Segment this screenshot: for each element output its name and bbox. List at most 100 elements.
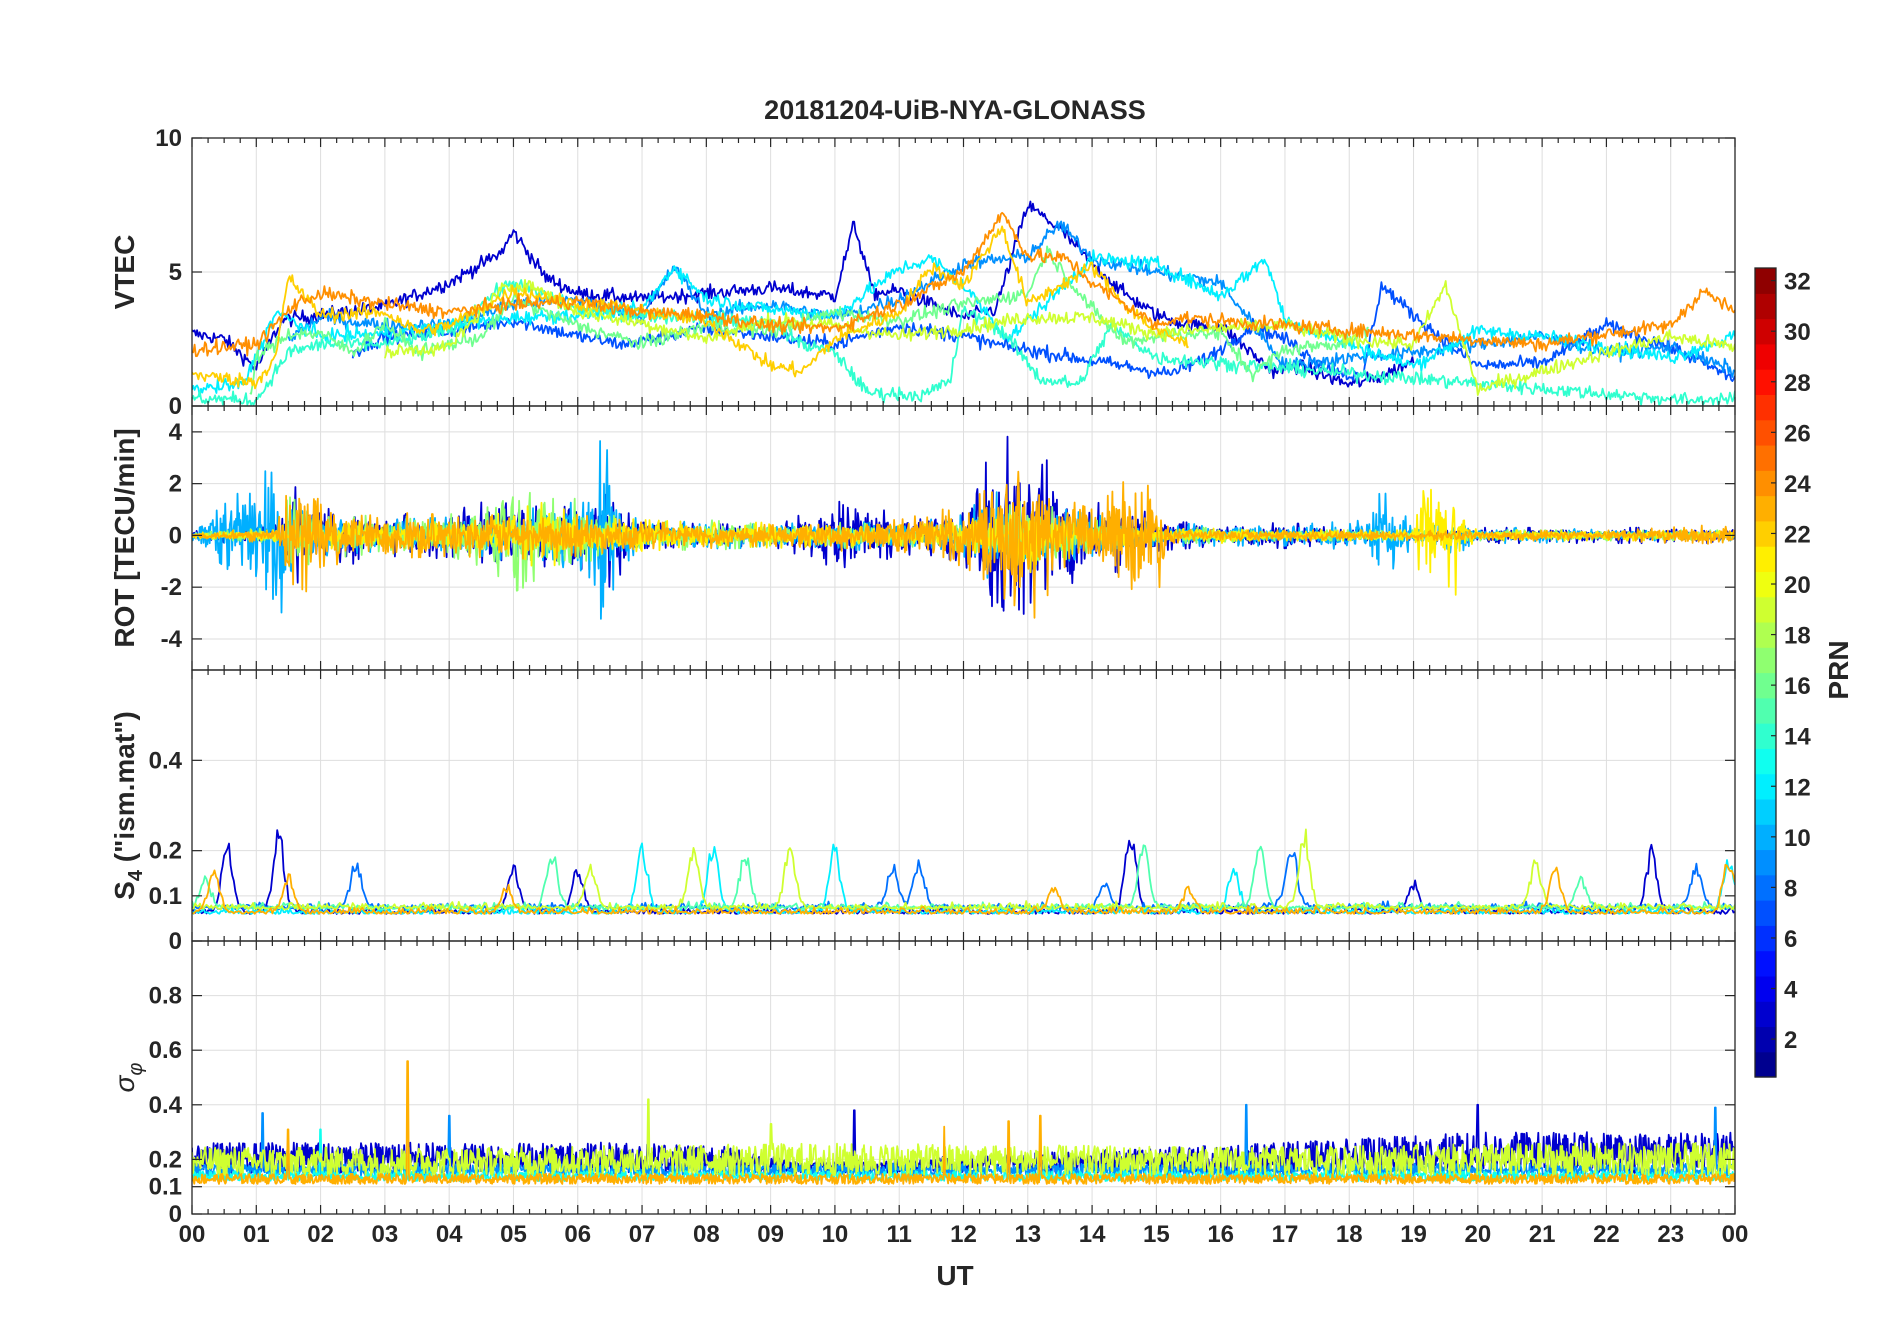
colorbar-segment bbox=[1755, 925, 1776, 952]
colorbar-tick-label: 12 bbox=[1784, 774, 1811, 801]
x-tick-label: 11 bbox=[887, 1221, 912, 1248]
colorbar-segment bbox=[1755, 950, 1776, 977]
colorbar-tick-label: 22 bbox=[1784, 521, 1811, 548]
colorbar-segment bbox=[1755, 975, 1776, 1002]
series-group bbox=[192, 435, 1735, 620]
series-line-prn-19 bbox=[384, 279, 1735, 396]
colorbar-segment bbox=[1755, 697, 1776, 724]
x-tick-label: 22 bbox=[1593, 1221, 1620, 1248]
colorbar-segment bbox=[1755, 571, 1776, 598]
colorbar-segment bbox=[1755, 773, 1776, 800]
x-axis-label: UT bbox=[936, 1260, 973, 1291]
x-tick-label: 06 bbox=[564, 1221, 591, 1248]
colorbar-segment bbox=[1755, 419, 1776, 446]
y-axis-label-rot: ROT [TECU/min] bbox=[109, 428, 140, 647]
colorbar-segment bbox=[1755, 748, 1776, 775]
x-tick-label: 01 bbox=[243, 1221, 270, 1248]
colorbar-segment bbox=[1755, 444, 1776, 471]
y-tick-label: 0.8 bbox=[149, 983, 182, 1010]
y-tick-label: 0.4 bbox=[149, 747, 183, 774]
y-tick-label: 0.2 bbox=[149, 838, 182, 865]
y-tick-label: 4 bbox=[169, 419, 183, 446]
y-tick-label: 0.1 bbox=[149, 883, 182, 910]
colorbar-segment bbox=[1755, 470, 1776, 497]
colorbar-segment bbox=[1755, 900, 1776, 926]
series-line-prn-19 bbox=[192, 1098, 1735, 1177]
y-tick-label: 0 bbox=[169, 1201, 182, 1228]
y-tick-label: 0 bbox=[169, 928, 182, 955]
x-tick-label: 14 bbox=[1079, 1221, 1106, 1248]
series-line-prn-23 bbox=[192, 1060, 1735, 1185]
x-tick-label: 17 bbox=[1272, 1221, 1299, 1248]
colorbar-segment bbox=[1755, 723, 1776, 749]
y-tick-label: 0.2 bbox=[149, 1146, 182, 1173]
colorbar-segment bbox=[1755, 621, 1776, 648]
colorbar-segment bbox=[1755, 343, 1776, 370]
panel-sigma: 00.10.2 0.4 0.6 0.8 σφ bbox=[109, 940, 1736, 1228]
colorbar-segment bbox=[1755, 647, 1776, 674]
x-tick-label: 15 bbox=[1143, 1221, 1170, 1248]
y-axis-label-sigma: σφ bbox=[109, 1063, 147, 1093]
panel-s4: 00.10.20.4S4 ("ism.mat") bbox=[109, 669, 1736, 955]
colorbar-segment bbox=[1755, 849, 1776, 876]
x-tick-label: 07 bbox=[629, 1221, 656, 1248]
colorbar-tick-label: 20 bbox=[1784, 572, 1811, 599]
series-line-prn-23 bbox=[192, 470, 1735, 619]
x-tick-label: 20 bbox=[1464, 1221, 1491, 1248]
x-tick-label: 04 bbox=[436, 1221, 463, 1248]
colorbar-segment bbox=[1755, 369, 1776, 396]
x-tick-label: 05 bbox=[500, 1221, 527, 1248]
colorbar-segment bbox=[1755, 824, 1776, 851]
y-tick-label: 10 bbox=[155, 125, 182, 152]
x-tick-label: 00 bbox=[179, 1221, 206, 1248]
x-tick-label: 16 bbox=[1207, 1221, 1234, 1248]
x-tick-label: 19 bbox=[1400, 1221, 1427, 1248]
colorbar-segment bbox=[1755, 268, 1776, 294]
colorbar-frame bbox=[1754, 267, 1777, 1078]
colorbar-tick-label: 14 bbox=[1784, 724, 1811, 751]
colorbar-segment bbox=[1755, 546, 1776, 572]
x-axis: 00 01 02 03 04 05 06 07 08 09 10 11 12 13 14 15 16 17 18 19… bbox=[179, 1221, 1749, 1248]
y-tick-label: 5 bbox=[169, 259, 182, 286]
y-tick-label: 0.1 bbox=[149, 1174, 182, 1201]
colorbar-tick-label: 10 bbox=[1784, 825, 1811, 852]
colorbar-segment bbox=[1755, 596, 1776, 623]
x-tick-label: 13 bbox=[1014, 1221, 1041, 1248]
colorbar-tick-label: 16 bbox=[1784, 673, 1811, 700]
x-tick-label: 21 bbox=[1529, 1221, 1556, 1248]
series-line-prn-22 bbox=[192, 225, 1189, 390]
series-group bbox=[192, 200, 1735, 406]
colorbar-segment bbox=[1755, 495, 1776, 522]
colorbar-segment bbox=[1755, 1051, 1776, 1078]
x-tick-label: 10 bbox=[822, 1221, 849, 1248]
colorbar-tick-label: 18 bbox=[1784, 623, 1811, 650]
y-label-sub: φ bbox=[125, 1063, 147, 1076]
colorbar-tick-label: 8 bbox=[1784, 875, 1797, 902]
x-tick-label: 18 bbox=[1336, 1221, 1363, 1248]
colorbar-segment bbox=[1755, 1026, 1776, 1053]
panel-rot: -4 -2 0 2 4 ROT [TECU/min] bbox=[109, 405, 1736, 671]
colorbar-segment bbox=[1755, 874, 1776, 901]
colorbar-segment bbox=[1755, 1001, 1776, 1028]
y-label-main: S bbox=[109, 881, 140, 900]
series-line-prn-7 bbox=[351, 281, 1735, 382]
colorbar-tick-label: 24 bbox=[1784, 471, 1811, 498]
x-tick-label: 09 bbox=[757, 1221, 784, 1248]
colorbar-segment bbox=[1755, 798, 1776, 825]
x-tick-label: 12 bbox=[950, 1221, 977, 1248]
y-tick-label: 0.4 bbox=[149, 1092, 183, 1119]
colorbar-tick-label: 32 bbox=[1784, 269, 1811, 296]
y-tick-label: 0.6 bbox=[149, 1037, 182, 1064]
x-tick-label: 00 bbox=[1722, 1221, 1749, 1248]
colorbar-label: PRN bbox=[1823, 640, 1854, 699]
x-tick-label: 23 bbox=[1657, 1221, 1684, 1248]
y-tick-label: -2 bbox=[161, 574, 182, 601]
y-tick-label: 0 bbox=[169, 522, 182, 549]
colorbar-segment bbox=[1755, 394, 1776, 421]
colorbar-segment bbox=[1755, 520, 1776, 547]
colorbar-tick-label: 6 bbox=[1784, 926, 1797, 953]
